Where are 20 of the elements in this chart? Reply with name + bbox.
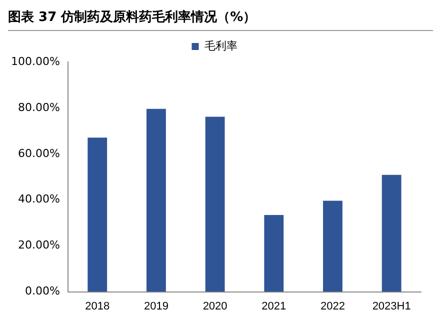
x-tick-label: 2019 (144, 300, 168, 312)
legend-label: 毛利率 (204, 39, 238, 52)
y-tick-label: 80.00% (18, 100, 60, 114)
bar (88, 138, 108, 292)
y-tick-label: 100.00% (10, 54, 60, 68)
y-tick-label: 20.00% (18, 238, 60, 252)
y-tick-label: 40.00% (18, 192, 60, 206)
y-tick-label: 0.00% (24, 284, 60, 298)
x-tick-label: 2023H1 (372, 300, 411, 312)
bar (146, 108, 166, 292)
bar (323, 200, 342, 292)
chart-title: 图表 37 仿制药及原料药毛利率情况（%） (8, 8, 433, 31)
x-tick-label: 2018 (85, 300, 110, 312)
x-tick-label: 2021 (262, 300, 286, 312)
x-tick-label: 2020 (202, 300, 228, 312)
bar (205, 116, 225, 292)
y-tick-label: 60.00% (18, 146, 60, 160)
bar (382, 174, 402, 292)
x-tick-label: 2022 (320, 300, 345, 312)
bar (264, 215, 284, 292)
